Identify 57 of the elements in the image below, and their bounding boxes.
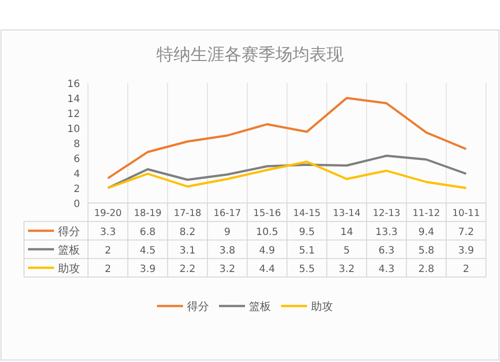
line-series — [106, 96, 468, 180]
y-tick-label: 8 — [74, 139, 80, 150]
data-label: 3.1 — [180, 246, 196, 256]
legend-label: 篮板 — [58, 244, 80, 256]
y-tick-label: 16 — [67, 79, 80, 90]
x-tick-label: 14-15 — [293, 208, 321, 219]
data-label: 13.3 — [375, 227, 398, 238]
data-label: 5.1 — [298, 246, 315, 256]
data-label: 5.5 — [298, 264, 315, 275]
x-tick-label: 11-12 — [412, 208, 440, 219]
y-tick-label: 2 — [74, 184, 80, 195]
x-tick-label: 12-13 — [372, 208, 400, 219]
x-tick-label: 13-14 — [332, 208, 361, 219]
line-series — [106, 160, 468, 190]
data-label: 4.5 — [140, 246, 156, 256]
y-tick-label: 10 — [67, 124, 80, 135]
data-label: 5 — [344, 246, 350, 256]
x-tick-label: 17-18 — [174, 208, 202, 219]
data-label: 3.2 — [219, 264, 236, 275]
legend-label: 助攻 — [58, 262, 80, 275]
data-label: 5.8 — [418, 246, 434, 256]
data-label: 4.4 — [259, 264, 276, 275]
data-label: 6.3 — [378, 246, 394, 256]
data-label: 7.2 — [458, 227, 474, 238]
data-label: 14 — [340, 227, 354, 238]
x-tick-label: 19-20 — [94, 208, 122, 219]
data-label: 9.4 — [418, 227, 434, 238]
data-label: 3.8 — [219, 246, 236, 256]
data-label: 4.3 — [378, 264, 394, 275]
y-tick-label: 4 — [74, 169, 80, 180]
data-label: 2 — [104, 264, 112, 275]
legend: 得分 篮板 助攻 — [157, 300, 333, 313]
x-tick-label: 16-17 — [213, 208, 242, 219]
data-label: 3.9 — [140, 264, 156, 275]
y-tick-label: 6 — [74, 154, 80, 165]
x-tick-label: 18-19 — [134, 208, 162, 219]
data-label: 3.3 — [100, 227, 116, 238]
data-label: 2 — [462, 264, 470, 275]
data-label: 8.2 — [180, 227, 196, 238]
y-tick-label: 12 — [67, 109, 80, 120]
data-label: 3.2 — [338, 264, 355, 275]
data-label: 10.5 — [256, 227, 278, 238]
data-label: 2 — [104, 246, 112, 256]
data-label: 3.9 — [458, 246, 474, 256]
y-tick-label: 0 — [74, 199, 80, 210]
data-label: 2.2 — [180, 264, 196, 275]
data-label: 6.8 — [140, 227, 156, 238]
data-label: 9 — [224, 227, 230, 238]
data-label: 4.9 — [259, 246, 276, 256]
line-series — [106, 154, 468, 190]
legend-label: 得分 — [58, 225, 80, 238]
y-tick-label: 14 — [67, 94, 80, 105]
data-label: 2.8 — [418, 264, 434, 275]
data-label: 9.5 — [298, 227, 315, 238]
x-tick-label: 10-11 — [452, 208, 480, 219]
x-tick-label: 15-16 — [253, 208, 281, 219]
chart-title: 特纳生涯各赛季场均表现 — [156, 45, 344, 65]
